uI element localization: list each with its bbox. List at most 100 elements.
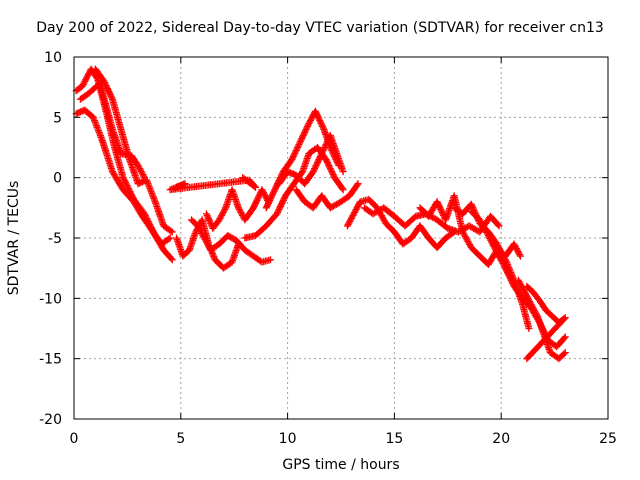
data-point (353, 181, 361, 189)
data-point (351, 208, 359, 216)
data-point (83, 73, 91, 81)
data-point (221, 205, 229, 213)
grid-lines (74, 57, 608, 419)
y-tick-label: -20 (39, 412, 62, 428)
data-point (510, 240, 518, 248)
data-point (279, 196, 287, 204)
data-point (505, 272, 513, 280)
data-point (293, 145, 301, 153)
data-point (305, 119, 313, 127)
data-point (296, 139, 304, 147)
data-point (312, 109, 320, 117)
data-point (355, 201, 363, 209)
data-point (100, 77, 108, 85)
data-point (139, 171, 147, 179)
data-point (561, 333, 569, 341)
data-point (514, 276, 522, 284)
data-point (121, 178, 129, 186)
data-point (316, 118, 324, 126)
data-point (512, 245, 520, 253)
data-point (507, 276, 515, 284)
series-track (292, 180, 362, 212)
data-point (339, 168, 347, 176)
data-point (271, 186, 279, 194)
data-point (468, 202, 476, 210)
data-point (120, 175, 128, 183)
data-point (203, 239, 211, 247)
data-point (101, 80, 109, 88)
data-point (304, 121, 312, 129)
data-point (148, 189, 156, 197)
data-point (433, 198, 441, 206)
data-point (292, 147, 300, 155)
data-point (216, 214, 224, 222)
data-point (291, 150, 299, 158)
data-point (318, 121, 326, 129)
data-point (260, 189, 268, 197)
x-axis-label: GPS time / hours (282, 457, 400, 473)
data-point (107, 92, 115, 100)
data-point (103, 85, 111, 93)
data-point (124, 183, 132, 191)
series-track (166, 174, 260, 194)
data-point (521, 288, 529, 296)
data-point (93, 123, 101, 131)
series-track (241, 144, 347, 242)
data-point (319, 124, 327, 132)
data-point (438, 208, 446, 216)
data-point (526, 297, 534, 305)
data-point (205, 216, 213, 224)
series-track (416, 192, 524, 269)
data-point (84, 71, 92, 79)
data-point (487, 238, 495, 246)
data-point (352, 205, 360, 213)
data-point (338, 184, 346, 192)
data-point (307, 116, 315, 124)
data-point (516, 279, 524, 287)
data-point (533, 311, 541, 319)
data-point (490, 242, 498, 250)
data-point (339, 186, 347, 194)
data-point (326, 163, 334, 171)
data-point (347, 216, 355, 224)
data-point (520, 287, 528, 295)
data-point (291, 148, 299, 156)
data-point (323, 159, 331, 167)
data-point (280, 195, 288, 203)
data-point (316, 154, 324, 162)
data-point (294, 142, 302, 150)
data-point (105, 88, 113, 96)
data-point (254, 195, 262, 203)
data-point (514, 248, 522, 256)
data-point (515, 249, 523, 257)
data-point (136, 166, 144, 174)
data-point (198, 229, 206, 237)
data-point (327, 166, 335, 174)
data-point (91, 117, 99, 125)
data-point (218, 211, 226, 219)
data-point (251, 201, 259, 209)
data-point (348, 213, 356, 221)
data-point (345, 219, 353, 227)
data-point (297, 136, 305, 144)
data-point (82, 74, 90, 82)
data-point (435, 201, 443, 209)
data-point (512, 243, 520, 251)
series-track (72, 106, 174, 248)
data-point (168, 256, 176, 264)
data-point (276, 202, 284, 210)
data-point (517, 281, 525, 289)
data-point (238, 210, 246, 218)
series-track (262, 107, 343, 212)
data-point (528, 302, 536, 310)
data-point (313, 160, 321, 168)
data-point (560, 350, 568, 358)
data-point (316, 153, 324, 161)
data-point (143, 176, 151, 184)
data-point (146, 184, 154, 192)
data-point (489, 241, 497, 249)
data-point (102, 82, 110, 90)
data-point (258, 186, 266, 194)
data-point (299, 131, 307, 139)
